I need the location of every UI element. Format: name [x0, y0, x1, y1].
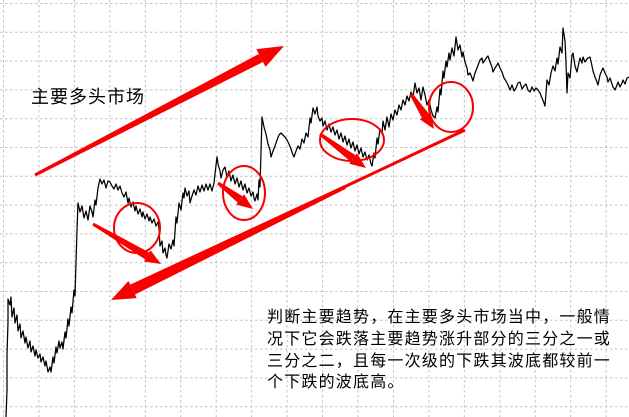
correction-arrow-shaft: [217, 181, 243, 203]
caption-line-4: 个下跌的波底高。: [267, 374, 405, 392]
bull-market-label: 主要多头市场: [31, 87, 145, 107]
correction-arrow-head: [236, 194, 253, 209]
correction-arrow-head: [349, 153, 366, 168]
price-line: [5, 27, 629, 417]
correction-arrow-shaft: [409, 93, 429, 118]
caption-line-1: 判断主要趋势，在主要多头市场当中，一般情: [267, 309, 612, 326]
trend-caption: 判断主要趋势，在主要多头市场当中，一般情 况下它会跌落主要趋势涨升部分的三分之一…: [267, 307, 611, 394]
caption-line-2: 况下它会跌落主要趋势涨升部分的三分之一或: [267, 330, 612, 348]
trend-annotations: [34, 46, 474, 300]
correction-arrow-shaft: [319, 132, 356, 162]
correction-arrow-head: [143, 250, 161, 264]
support-trendline: [341, 128, 466, 190]
correction-arrow-shaft: [92, 222, 150, 260]
caption-line-3: 三分之二，且每一次级的下跌其波底都较前一: [267, 352, 612, 370]
price-path: [5, 27, 629, 417]
highlight-circle: [428, 81, 474, 133]
correction-arrow-head: [419, 112, 434, 129]
primary-uptrend-arrow-head: [256, 46, 284, 67]
retracement-arrow-head: [111, 281, 137, 300]
primary-uptrend-arrow-shaft: [34, 53, 263, 177]
highlight-circle: [222, 165, 266, 221]
retracement-arrow-shaft: [130, 185, 346, 295]
